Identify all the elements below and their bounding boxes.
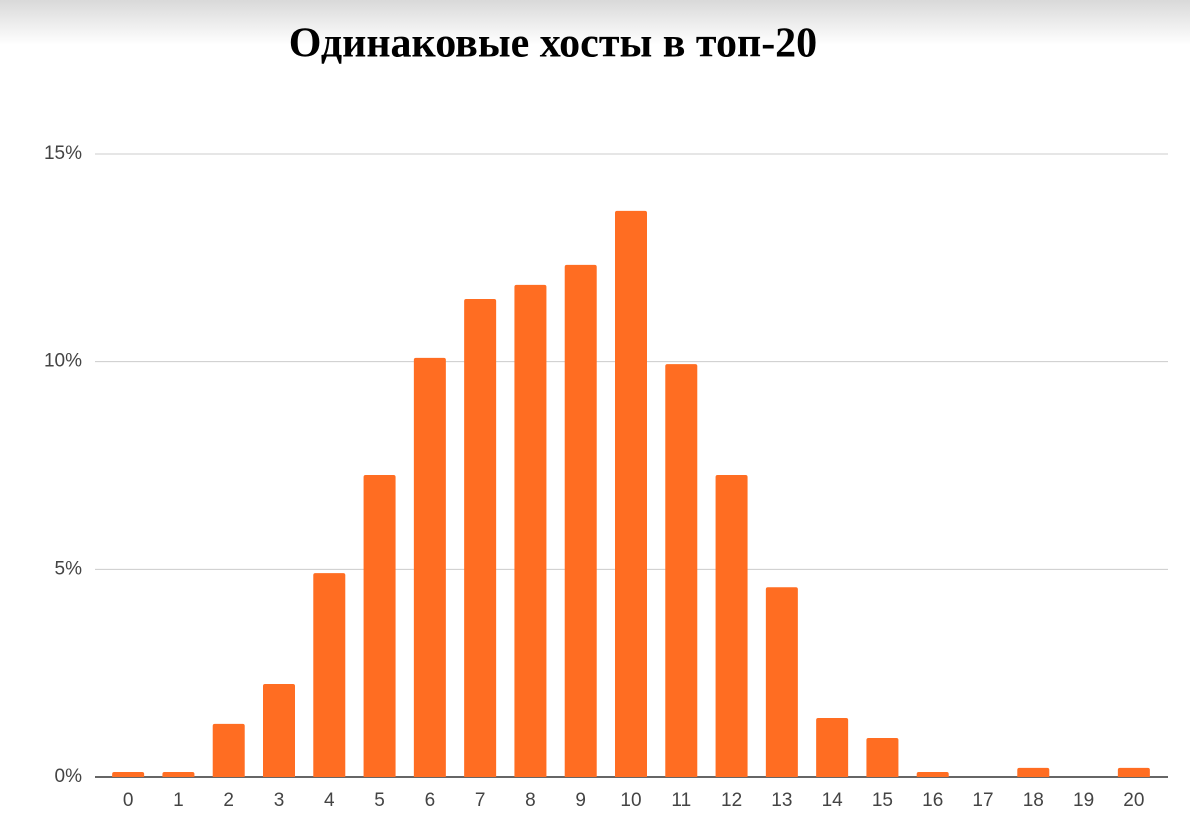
y-tick-label: 10% [44,351,82,372]
bar [162,772,195,777]
y-tick-label: 15% [44,143,82,164]
x-tick-label: 0 [123,790,134,811]
bar [313,573,346,777]
x-tick-label: 12 [721,790,742,811]
x-tick-label: 3 [274,790,285,811]
x-tick-label: 2 [223,790,234,811]
x-tick-label: 19 [1073,790,1094,811]
x-tick-label: 13 [771,790,792,811]
bar [212,723,245,777]
bar [916,772,949,777]
x-tick-label: 1 [173,790,184,811]
x-tick-label: 17 [972,790,993,811]
bar [866,737,899,777]
x-tick-label: 15 [872,790,893,811]
bar [816,718,849,777]
bar [564,264,597,777]
x-tick-label: 8 [525,790,536,811]
x-tick-label: 6 [425,790,436,811]
x-tick-label: 5 [374,790,385,811]
x-tick-label: 20 [1123,790,1144,811]
x-tick-label: 9 [575,790,586,811]
x-tick-label: 16 [922,790,943,811]
x-tick-label: 4 [324,790,335,811]
bar [1017,767,1050,777]
bar [665,364,698,777]
bar [363,475,396,777]
x-tick-label: 7 [475,790,486,811]
x-tick-label: 14 [822,790,844,811]
bar [765,587,798,777]
bar [112,772,145,777]
x-tick-label: 10 [620,790,641,811]
bar [464,298,497,777]
bar [615,210,647,778]
bar [514,284,547,777]
bar [263,683,295,777]
bar [413,357,446,777]
y-tick-label: 5% [55,558,83,579]
x-tick-label: 11 [671,790,691,811]
y-tick-label: 0% [55,766,83,787]
x-tick-label: 18 [1023,790,1044,811]
bar [715,475,748,777]
chart-title: Одинаковые хосты в топ-20 [289,21,817,67]
bar [1117,767,1150,777]
